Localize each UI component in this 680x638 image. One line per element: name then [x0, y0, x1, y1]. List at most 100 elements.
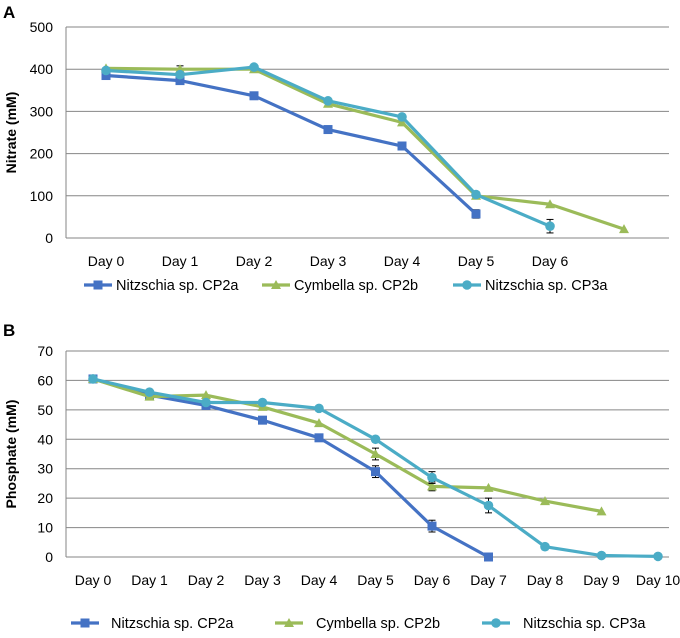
y-axis-label: Nitrate (mM): [3, 92, 19, 174]
y-tick-label: 400: [30, 61, 54, 77]
legend-marker: [284, 618, 294, 627]
panel-a-chart: A Nitrate (mM) 0 100 200 300 400 500 Day 0 Day 1 D…: [3, 3, 669, 294]
data-point: [370, 449, 381, 458]
data-point: [483, 500, 494, 511]
legend-item: Nitzschia sp. CP2a: [71, 616, 234, 632]
series-line: [105, 65, 551, 228]
y-tick-label: 20: [37, 490, 53, 506]
y-tick-label: 200: [30, 146, 54, 162]
legend-marker: [271, 280, 281, 289]
data-point: [249, 91, 259, 101]
y-tick-label: 300: [30, 103, 54, 119]
panel-b-chart: B Phosphate (mM) 0 10 20 30 40 50 60 70 Day 0 Day 1…: [3, 321, 680, 632]
data-point: [427, 481, 437, 491]
data-point: [540, 541, 550, 552]
legend-item: Cymbella sp. CP2b: [262, 278, 418, 294]
x-tick-label: Day 2: [236, 253, 273, 269]
data-point: [323, 96, 333, 106]
x-tick-label: Day 0: [75, 572, 112, 588]
legend-item: Nitzschia sp. CP3a: [453, 278, 608, 294]
x-tick-label: Day 4: [301, 572, 338, 588]
data-point: [101, 65, 111, 76]
series: [101, 63, 629, 234]
x-tick-label: Day 5: [357, 572, 394, 588]
panel-letter: A: [3, 3, 15, 22]
data-point: [101, 71, 111, 81]
data-point: [619, 224, 629, 234]
y-tick-label: 0: [45, 549, 53, 565]
legend-marker: [491, 618, 501, 628]
x-tick-label: Day 7: [470, 572, 507, 588]
legend-label: Nitzschia sp. CP3a: [485, 278, 608, 294]
x-tick-label: Day 10: [636, 572, 680, 588]
x-tick-label: Day 1: [131, 572, 168, 588]
data-point: [88, 374, 98, 384]
x-tick-label: Day 3: [244, 572, 281, 588]
y-tick-label: 100: [30, 188, 54, 204]
data-point: [596, 506, 607, 516]
data-point: [258, 415, 267, 425]
x-tick-label: Day 5: [458, 253, 495, 269]
legend-item: Cymbella sp. CP2b: [275, 616, 440, 632]
legend-label: Nitzschia sp. CP3a: [523, 616, 646, 632]
legend-label: Nitzschia sp. CP2a: [111, 616, 234, 632]
data-point: [175, 76, 185, 86]
legend-label: Cymbella sp. CP2b: [294, 278, 418, 294]
series: [88, 374, 663, 562]
data-point: [201, 397, 211, 408]
panel-letter: B: [3, 321, 15, 340]
legend-marker: [462, 280, 472, 290]
y-tick-label: 40: [37, 431, 53, 447]
x-tick-label: Day 9: [583, 572, 620, 588]
legend-item: Nitzschia sp. CP2a: [84, 278, 239, 294]
data-point: [471, 209, 481, 219]
legend-label: Nitzschia sp. CP2a: [116, 278, 239, 294]
x-tick-label: Day 1: [162, 253, 199, 269]
x-tick-label: Day 4: [384, 253, 421, 269]
data-point: [545, 199, 555, 209]
data-point: [596, 550, 607, 561]
x-tick-label: Day 2: [188, 572, 225, 588]
data-point: [314, 403, 324, 414]
data-point: [257, 397, 268, 408]
y-tick-label: 30: [37, 461, 53, 477]
data-point: [397, 112, 407, 122]
x-tick-label: Day 8: [527, 572, 564, 588]
series-line: [105, 73, 478, 216]
x-tick-label: Day 6: [532, 253, 569, 269]
y-tick-label: 10: [37, 520, 53, 536]
data-point: [397, 141, 407, 151]
legend-marker: [93, 280, 103, 290]
x-tick-label: Day 0: [88, 253, 125, 269]
data-point: [249, 62, 259, 72]
y-tick-label: 60: [37, 372, 53, 388]
data-point: [397, 117, 407, 127]
data-point: [314, 433, 324, 443]
legend-marker: [80, 618, 90, 628]
data-point: [471, 189, 481, 200]
data-point: [201, 390, 211, 400]
y-tick-label: 50: [37, 402, 53, 418]
data-point: [427, 472, 437, 483]
data-point: [540, 496, 550, 506]
y-tick-label: 70: [37, 343, 53, 359]
data-point: [483, 482, 494, 492]
data-point: [175, 69, 185, 80]
series: [88, 374, 493, 562]
data-point: [545, 221, 555, 231]
data-point: [144, 387, 155, 398]
data-point: [370, 434, 381, 445]
data-point: [323, 125, 333, 135]
data-point: [484, 552, 493, 562]
data-point: [653, 551, 663, 562]
series: [101, 62, 555, 234]
legend-label: Cymbella sp. CP2b: [316, 616, 440, 632]
data-point: [427, 521, 437, 531]
series-line: [105, 66, 625, 231]
x-tick-label: Day 6: [414, 572, 451, 588]
y-tick-label: 500: [30, 19, 54, 35]
x-tick-label: Day 3: [310, 253, 347, 269]
data-point: [314, 418, 324, 428]
legend-item: Nitzschia sp. CP3a: [482, 616, 646, 632]
